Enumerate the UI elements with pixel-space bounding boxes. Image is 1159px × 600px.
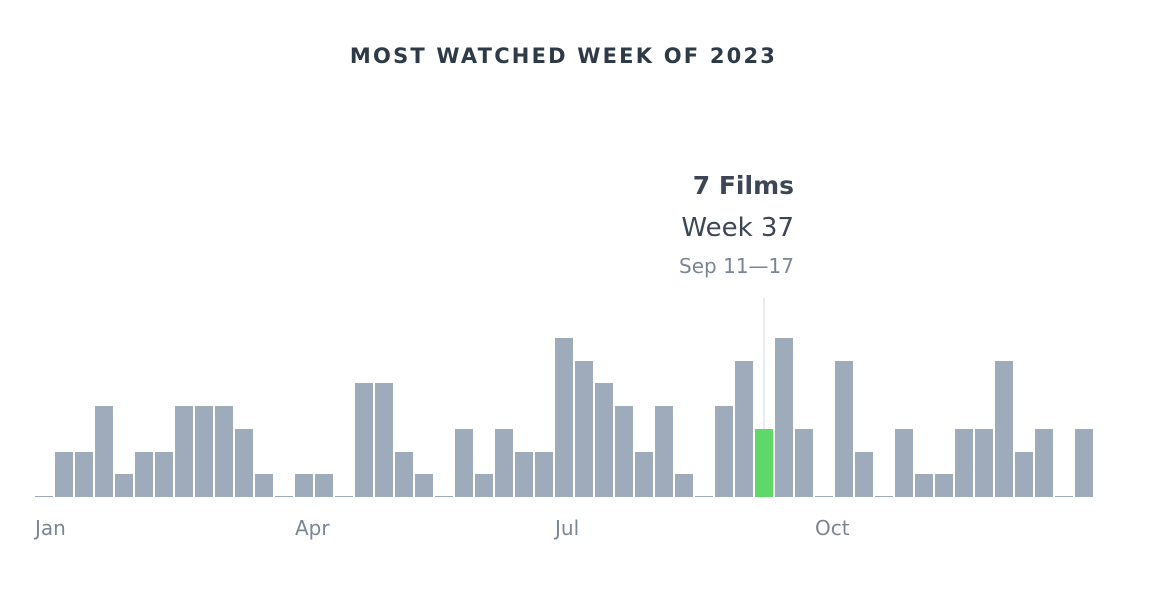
bar-week-22[interactable] (455, 429, 473, 497)
bar-week-27[interactable] (555, 338, 573, 497)
bar-week-20[interactable] (415, 474, 433, 497)
bar-week-37-highlight[interactable] (755, 429, 773, 497)
peak-tooltip: 7 Films Week 37 Sep 11—17 (679, 170, 794, 281)
bar-week-7[interactable] (155, 452, 173, 497)
bar-week-25[interactable] (515, 452, 533, 497)
bar-week-45[interactable] (915, 474, 933, 497)
bar-week-32[interactable] (655, 406, 673, 497)
x-axis-ticks: Jan Apr Jul Oct (33, 516, 850, 540)
x-tick-label-apr: Apr (295, 516, 330, 540)
bar-week-17[interactable] (355, 383, 373, 497)
bar-week-28[interactable] (575, 361, 593, 497)
bar-week-18[interactable] (375, 383, 393, 497)
bar-week-2[interactable] (55, 452, 73, 497)
bar-week-8[interactable] (175, 406, 193, 497)
bar-week-9[interactable] (195, 406, 213, 497)
x-tick-label-jan: Jan (33, 516, 66, 540)
bar-week-39[interactable] (795, 429, 813, 497)
bar-week-15[interactable] (315, 474, 333, 497)
bar-week-34[interactable] (695, 496, 713, 497)
bar-week-38[interactable] (775, 338, 793, 497)
bar-week-52[interactable] (1055, 496, 1073, 497)
bar-week-3[interactable] (75, 452, 93, 497)
x-tick-label-jul: Jul (553, 516, 579, 540)
bar-week-21[interactable] (435, 496, 453, 497)
bar-week-13[interactable] (275, 496, 293, 497)
bar-week-19[interactable] (395, 452, 413, 497)
bar-week-42[interactable] (855, 452, 873, 497)
x-tick-label-oct: Oct (815, 516, 850, 540)
bar-week-4[interactable] (95, 406, 113, 497)
bar-week-46[interactable] (935, 474, 953, 497)
bar-week-50[interactable] (1015, 452, 1033, 497)
bar-week-49[interactable] (995, 361, 1013, 497)
bar-week-26[interactable] (535, 452, 553, 497)
bar-week-48[interactable] (975, 429, 993, 497)
bar-week-11[interactable] (235, 429, 253, 497)
bar-week-41[interactable] (835, 361, 853, 497)
bar-week-35[interactable] (715, 406, 733, 497)
bar-week-10[interactable] (215, 406, 233, 497)
bar-week-31[interactable] (635, 452, 653, 497)
bar-week-53[interactable] (1075, 429, 1093, 497)
bar-week-43[interactable] (875, 496, 893, 497)
bar-week-23[interactable] (475, 474, 493, 497)
bar-week-5[interactable] (115, 474, 133, 497)
bar-week-24[interactable] (495, 429, 513, 497)
bar-week-14[interactable] (295, 474, 313, 497)
bar-week-29[interactable] (595, 383, 613, 497)
bar-week-36[interactable] (735, 361, 753, 497)
bar-week-30[interactable] (615, 406, 633, 497)
bar-week-51[interactable] (1035, 429, 1053, 497)
bar-week-1[interactable] (35, 496, 53, 497)
bar-week-47[interactable] (955, 429, 973, 497)
bar-week-12[interactable] (255, 474, 273, 497)
tooltip-week-number: Week 37 (681, 213, 794, 243)
bars-group (35, 298, 1093, 497)
tooltip-date-range: Sep 11—17 (679, 254, 794, 278)
tooltip-film-count: 7 Films (692, 171, 794, 200)
chart-title: MOST WATCHED WEEK OF 2023 (349, 44, 778, 68)
bar-week-44[interactable] (895, 429, 913, 497)
bar-week-40[interactable] (815, 496, 833, 497)
bar-week-6[interactable] (135, 452, 153, 497)
bar-week-16[interactable] (335, 496, 353, 497)
bar-week-33[interactable] (675, 474, 693, 497)
